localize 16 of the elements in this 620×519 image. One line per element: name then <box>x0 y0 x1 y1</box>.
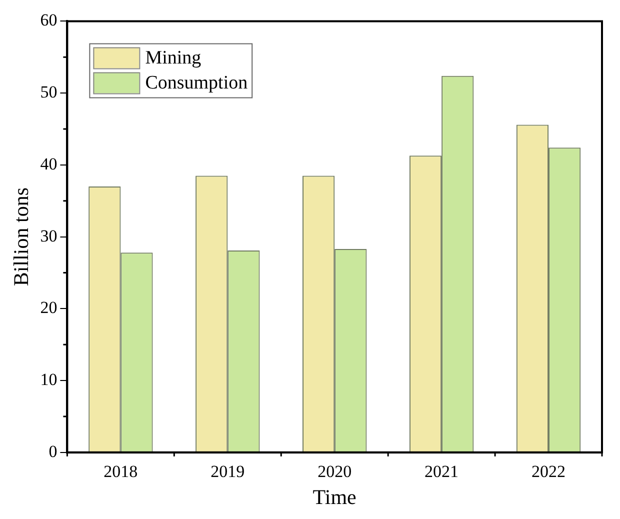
y-tick-label: 40 <box>40 154 58 174</box>
y-tick-label: 20 <box>40 298 58 318</box>
x-tick-label: 2021 <box>424 462 459 482</box>
y-tick-label: 0 <box>48 442 58 461</box>
y-tick-label: 50 <box>40 82 58 102</box>
y-tick-label: 10 <box>40 370 58 389</box>
y-axis-title: Billion tons <box>9 187 34 286</box>
y-tick-label: 60 <box>40 10 58 30</box>
legend-label: Consumption <box>145 72 248 94</box>
x-tick-label: 2022 <box>532 462 566 482</box>
y-tick-label: 30 <box>40 226 58 246</box>
legend-label: Mining <box>145 48 202 69</box>
x-tick-label: 2019 <box>210 462 245 482</box>
x-axis-title: Time <box>312 484 356 509</box>
x-tick-label: 2020 <box>318 462 352 482</box>
x-tick-label: 2018 <box>104 462 138 482</box>
